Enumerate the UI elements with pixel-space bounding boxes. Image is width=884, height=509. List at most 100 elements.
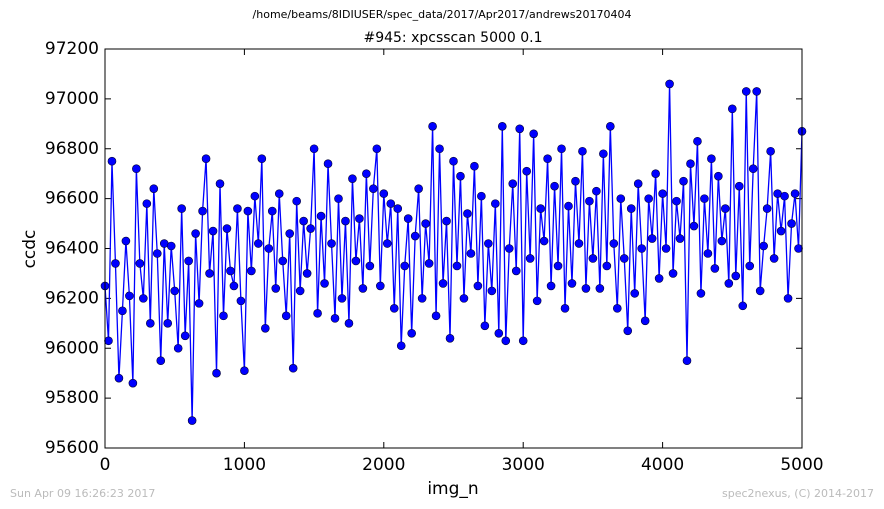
data-point [442, 216, 451, 226]
y-tick-label: 96200 [45, 288, 99, 308]
data-point [438, 279, 448, 288]
y-tick-label: 96600 [45, 189, 99, 209]
x-tick-label: 0 [100, 455, 111, 475]
data-point [497, 122, 507, 131]
data-point [274, 189, 284, 198]
data-point [539, 236, 549, 246]
data-point [515, 124, 525, 134]
data-point [254, 239, 263, 248]
data-point [114, 373, 124, 383]
data-point [612, 304, 622, 313]
data-point [755, 286, 765, 296]
data-point [236, 296, 246, 306]
x-tick-label: 5000 [780, 455, 823, 475]
data-point [170, 286, 179, 296]
data-point [424, 259, 434, 268]
data-point [546, 281, 556, 291]
data-point [240, 366, 249, 375]
data-point [128, 378, 138, 388]
data-point [306, 224, 315, 233]
data-point [369, 184, 378, 193]
data-point [267, 206, 277, 216]
data-point [184, 256, 193, 266]
data-point [567, 279, 577, 288]
data-point [588, 254, 598, 263]
data-point [518, 336, 528, 346]
data-point [215, 179, 225, 188]
data-point [501, 336, 511, 346]
data-point [790, 189, 800, 198]
data-point [180, 331, 190, 341]
data-point [640, 316, 650, 326]
data-point [233, 204, 242, 213]
data-point [271, 284, 281, 293]
data-point [693, 136, 702, 146]
x-tick-label: 2000 [362, 455, 405, 475]
data-point [382, 239, 392, 248]
data-point [682, 356, 692, 366]
data-point [146, 319, 155, 328]
data-point [264, 244, 274, 253]
data-point [560, 304, 570, 313]
data-point [564, 201, 573, 211]
data-point [417, 294, 427, 303]
data-point [421, 219, 430, 228]
data-point [285, 229, 295, 238]
data-point [714, 171, 723, 181]
y-tick-label: 95600 [45, 438, 99, 458]
data-point [769, 254, 779, 263]
data-point [759, 241, 768, 251]
data-point [107, 156, 117, 166]
data-point [592, 186, 601, 196]
data-point [783, 294, 793, 303]
data-point [163, 319, 173, 328]
data-point [522, 166, 531, 176]
data-point [208, 226, 218, 236]
data-point [491, 199, 500, 208]
data-point [626, 204, 636, 213]
data-point [351, 256, 361, 266]
data-point [675, 234, 685, 243]
data-point [654, 274, 664, 283]
data-point [299, 216, 308, 226]
data-point [665, 79, 674, 89]
data-point [762, 204, 772, 213]
y-tick-label: 95800 [45, 388, 99, 408]
data-point [194, 299, 204, 308]
data-point [449, 156, 458, 166]
data-point [700, 194, 709, 203]
data-point [710, 264, 720, 273]
data-point [111, 259, 120, 268]
data-point [623, 326, 633, 336]
data-point [689, 221, 699, 231]
data-point [445, 333, 455, 343]
data-point [316, 211, 326, 221]
data-point [149, 184, 159, 193]
data-point [243, 206, 253, 216]
data-point [379, 189, 389, 198]
data-point [717, 236, 727, 246]
data-point [355, 214, 364, 223]
data-point [250, 191, 260, 201]
footer-right: spec2nexus, (C) 2014-2017 [722, 487, 874, 500]
data-point [557, 144, 566, 154]
data-point [309, 144, 319, 154]
data-point [104, 336, 113, 346]
data-point [630, 289, 640, 298]
data-point [257, 154, 267, 164]
data-point [152, 249, 162, 258]
data-point [734, 181, 744, 191]
data-point [668, 269, 678, 278]
data-point [794, 244, 803, 253]
data-point [452, 261, 462, 271]
data-point [198, 206, 207, 216]
data-point [748, 164, 758, 173]
data-point [393, 204, 403, 213]
data-point [229, 281, 239, 291]
data-point [372, 144, 382, 154]
data-point [619, 254, 629, 263]
data-point [581, 284, 591, 293]
data-point [330, 314, 340, 323]
data-point [487, 286, 497, 296]
data-point [470, 161, 479, 171]
